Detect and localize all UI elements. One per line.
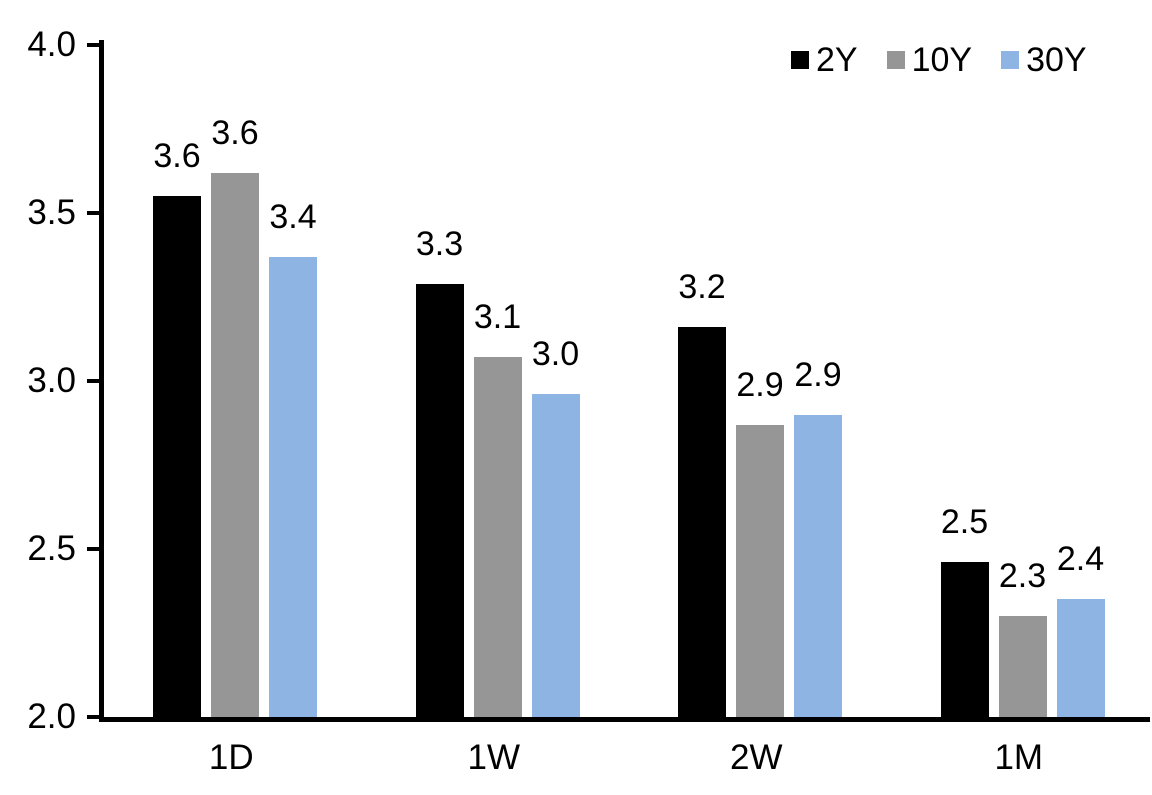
bar-2Y-1W — [415, 283, 464, 717]
y-axis-tick — [87, 547, 101, 551]
bar-30Y-1W — [531, 394, 580, 717]
y-axis-tick-label: 2.5 — [27, 529, 76, 568]
y-axis-tick-label: 3.0 — [27, 361, 76, 400]
bar-value-label: 3.3 — [415, 224, 464, 263]
bar-value-label: 3.2 — [678, 268, 726, 307]
y-axis-tick-label: 2.0 — [27, 697, 76, 736]
legend-swatch-2y-icon — [791, 51, 809, 69]
bar-2Y-1D — [153, 196, 201, 717]
legend-swatch-30y-icon — [1001, 51, 1020, 69]
bar-10Y-1D — [211, 172, 259, 717]
bar-2Y-2W — [678, 327, 726, 717]
bar-30Y-1D — [269, 256, 317, 717]
legend-label-30y: 30Y — [1026, 41, 1087, 79]
legend-label-2y: 2Y — [816, 41, 858, 79]
bar-value-label: 2.4 — [1056, 540, 1105, 579]
y-axis-tick — [87, 43, 101, 47]
bar-value-label: 2.9 — [794, 355, 842, 394]
bar-value-label: 2.3 — [998, 557, 1047, 596]
legend-swatch-10y-icon — [886, 51, 905, 69]
bar-10Y-2W — [736, 424, 784, 717]
legend-item-2y: 2Y — [791, 42, 858, 78]
x-axis-category-label: 2W — [730, 738, 783, 777]
x-axis-category-label: 1D — [208, 738, 254, 777]
bar-2Y-1M — [940, 562, 989, 717]
legend-item-30y: 30Y — [1001, 42, 1087, 78]
x-axis-category-label: 1M — [994, 738, 1044, 777]
legend: 2Y 10Y 30Y — [791, 42, 1087, 78]
y-axis-tick-label: 3.5 — [27, 193, 76, 232]
bar-value-label: 2.5 — [940, 503, 989, 542]
bar-value-label: 3.6 — [211, 113, 259, 152]
bar-value-label: 3.6 — [153, 137, 201, 176]
bar-10Y-1M — [998, 616, 1047, 717]
y-axis-line — [99, 40, 104, 722]
y-axis-tick — [87, 715, 101, 719]
y-axis-tick — [87, 211, 101, 215]
x-axis-line — [99, 717, 1150, 722]
bar-30Y-1M — [1056, 599, 1105, 717]
legend-label-10y: 10Y — [911, 41, 973, 79]
x-axis-category-label: 1W — [467, 738, 521, 777]
y-axis-tick — [87, 379, 101, 383]
bar-10Y-1W — [473, 357, 522, 717]
y-axis-tick-label: 4.0 — [27, 25, 76, 64]
bar-30Y-2W — [794, 414, 842, 717]
bar-value-label: 3.4 — [269, 197, 317, 236]
bar-value-label: 3.1 — [473, 298, 522, 337]
bar-value-label: 2.9 — [736, 365, 784, 404]
bar-value-label: 3.0 — [531, 335, 580, 374]
legend-item-10y: 10Y — [886, 41, 973, 79]
